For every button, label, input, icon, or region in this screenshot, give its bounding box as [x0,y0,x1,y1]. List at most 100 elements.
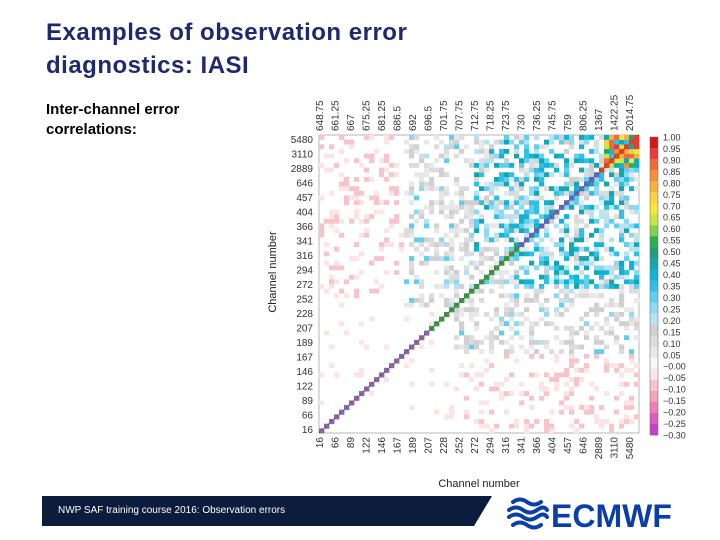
y-tick-label: 146 [296,367,313,378]
heatmap-cell [544,307,550,313]
diagonal-cell [404,349,410,355]
heatmap-cell [449,200,455,206]
heatmap-cell [484,139,490,145]
heatmap-cell [344,139,350,145]
heatmap-cell [594,256,600,261]
heatmap-cell [379,209,385,215]
heatmap-cell [364,176,370,182]
colorbar-segment [650,313,658,325]
heatmap-cell [344,181,350,187]
heatmap-cell [594,204,600,210]
heatmap-cell [559,400,565,406]
heatmap-cell [424,223,430,229]
heatmap-cell [524,279,530,285]
heatmap-cell [604,284,610,289]
heatmap-cell [454,270,460,275]
heatmap-cell [354,190,360,196]
heatmap-cell [329,279,335,285]
heatmap-cell [494,200,500,206]
heatmap-cell [484,400,490,406]
heatmap-cell [509,172,515,178]
heatmap-cell [394,214,400,220]
heatmap-cell [629,349,635,355]
heatmap-cell [509,223,515,229]
heatmap-cell [614,265,620,271]
diagonal-cell [524,237,530,243]
heatmap-cell [384,176,390,182]
heatmap-cell [514,195,520,201]
heatmap-cell [449,135,455,140]
heatmap-cell [329,190,335,196]
heatmap-cell [549,265,555,271]
heatmap-cell [629,172,635,178]
heatmap-cell [319,135,325,140]
heatmap-cell [589,162,595,168]
heatmap-cell [539,316,545,322]
heatmap-cell [339,232,345,238]
heatmap-cell [489,246,495,252]
heatmap-cell [594,186,600,192]
heatmap-cell [514,181,520,187]
heatmap-cell [524,265,530,271]
heatmap-cell [624,242,630,247]
heatmap-cell [519,176,525,182]
heatmap-cell [539,246,545,252]
heatmap-cell [509,274,515,280]
heatmap-cell [394,186,400,192]
heatmap-cell [339,321,345,327]
heatmap-cell [474,148,480,154]
heatmap-cell [529,344,535,350]
heatmap-cell [619,223,625,229]
heatmap-cell [549,256,555,261]
heatmap-cell [329,209,335,215]
heatmap-cell [624,307,630,313]
heatmap-cell [454,316,460,322]
heatmap-cell [599,172,605,178]
heatmap-cell [514,153,520,159]
diagonal-cell [479,279,485,285]
heatmap-cell [529,153,535,159]
heatmap-cell [574,232,580,238]
heatmap-cell [374,256,380,261]
heatmap-cell [609,167,615,173]
heatmap-cell [619,311,625,317]
heatmap-cell [534,223,540,229]
heatmap-cell [429,204,435,210]
heatmap-cell [594,218,600,224]
heatmap-cell [579,232,585,238]
heatmap-cell [584,190,590,196]
heatmap-cell [589,172,595,178]
heatmap-cell [559,349,565,355]
heatmap-cell [564,297,570,303]
heatmap-cell [484,181,490,187]
heatmap-cell [334,293,340,299]
heatmap-cell [494,153,500,159]
heatmap-cell [474,135,480,140]
heatmap-cell [569,409,575,415]
heatmap-cell [559,237,565,243]
heatmap-cell [584,223,590,229]
heatmap-cell [509,256,515,261]
heatmap-cell [544,279,550,285]
heatmap-cell [544,311,550,317]
heatmap-cell [609,270,615,275]
heatmap-cell [619,176,625,182]
heatmap-cell [549,162,555,168]
heatmap-cell [409,381,415,387]
y-tick-label: 457 [296,193,313,204]
heatmap-cell [604,344,610,350]
heatmap-cell [354,158,360,164]
heatmap-cell [509,228,515,233]
heatmap-cell [509,162,515,168]
heatmap-cell [429,297,435,303]
heatmap-cell [629,135,635,140]
heatmap-cell [629,419,635,424]
heatmap-cell [584,256,590,261]
slide-title-line: diagnostics: IASI [46,52,250,79]
y-tick-label: 2889 [291,164,314,175]
heatmap-cell [464,297,470,303]
heatmap-cell [579,204,585,210]
heatmap-cell [594,265,600,271]
heatmap-cell [354,256,360,261]
heatmap-cell [504,190,510,196]
